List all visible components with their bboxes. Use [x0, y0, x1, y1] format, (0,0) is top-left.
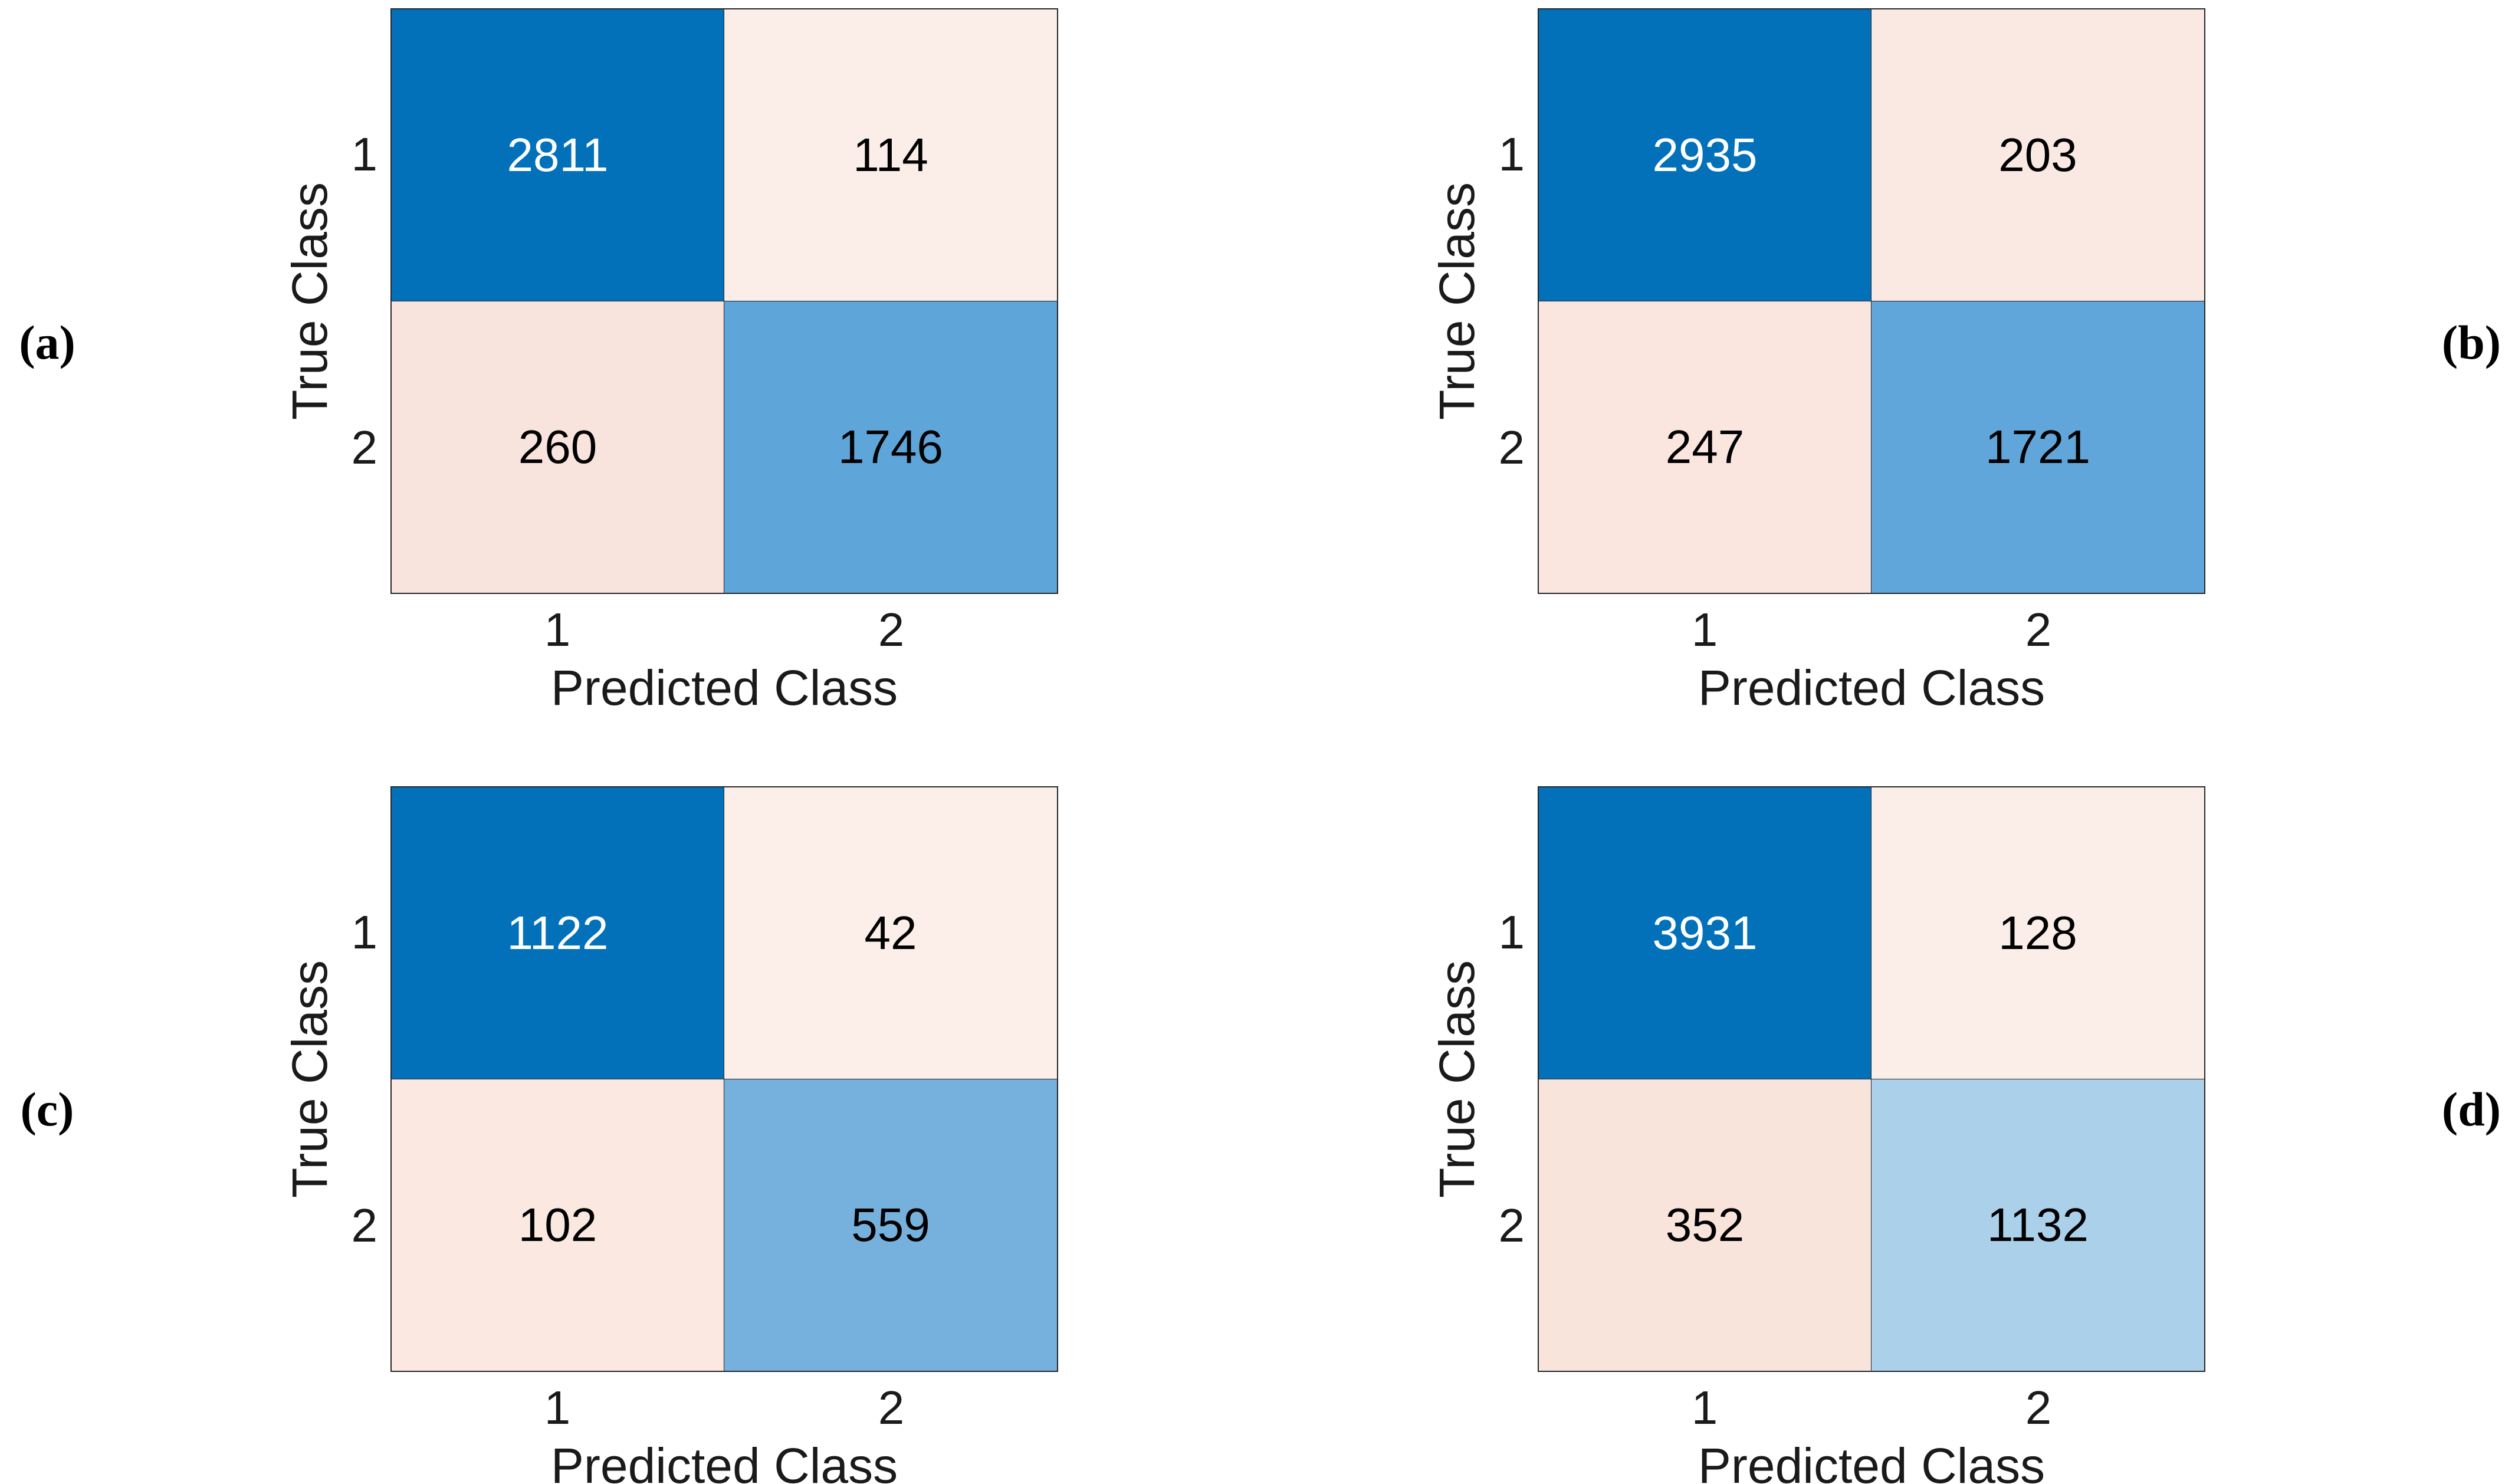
y-tick-1: 1 — [1498, 906, 1525, 958]
x-tick-2: 2 — [878, 603, 905, 656]
x-tick-1: 1 — [544, 1381, 571, 1434]
cell-value: 2811 — [507, 128, 609, 181]
y-tick-1: 1 — [351, 128, 378, 180]
confusion-cell: 1721 — [1872, 301, 2204, 593]
x-tick-1: 1 — [544, 603, 571, 656]
panel-label-c: (c) — [20, 1082, 74, 1136]
x-axis-ticks: 1 2 — [1538, 1381, 2205, 1435]
confusion-cell: 1746 — [724, 301, 1057, 593]
cell-value: 203 — [1998, 128, 2077, 181]
cell-value: 102 — [518, 1198, 597, 1251]
panel-label-a: (a) — [19, 316, 75, 369]
panel-label-b: (b) — [2441, 316, 2501, 369]
x-axis-label: Predicted Class — [1698, 660, 2046, 715]
confusion-cell: 247 — [1539, 301, 1872, 593]
x-axis-ticks: 1 2 — [390, 1381, 1058, 1435]
confusion-cell: 352 — [1539, 1079, 1872, 1371]
cell-value: 247 — [1665, 420, 1745, 473]
x-tick-1: 1 — [1691, 1381, 1718, 1434]
x-axis-ticks: 1 2 — [1538, 603, 2205, 657]
cell-value: 352 — [1665, 1198, 1745, 1251]
cell-value: 114 — [853, 128, 928, 181]
x-axis-label: Predicted Class — [550, 660, 898, 715]
y-tick-2: 2 — [351, 1199, 378, 1252]
confusion-matrix: 2811 114 260 1746 — [390, 8, 1058, 594]
confusion-cell: 102 — [392, 1079, 724, 1371]
confusion-cell: 559 — [724, 1079, 1057, 1371]
x-tick-2: 2 — [2025, 1381, 2052, 1434]
y-tick-1: 1 — [1498, 128, 1525, 180]
x-tick-1: 1 — [1691, 603, 1718, 656]
y-tick-2: 2 — [351, 421, 378, 474]
confusion-cell: 1122 — [392, 787, 724, 1079]
cell-value: 1746 — [838, 420, 943, 473]
confusion-chart-c: True Class 1 2 1122 42 102 559 1 2 Predi… — [236, 778, 1121, 1484]
cell-value: 42 — [864, 906, 917, 959]
confusion-chart-a: True Class 1 2 2811 114 260 1746 1 2 Pre… — [236, 0, 1121, 742]
panel-label-d: (d) — [2441, 1082, 2501, 1136]
confusion-chart-b: True Class 1 2 2935 203 247 1721 1 2 Pre… — [1383, 0, 2268, 742]
x-axis-label: Predicted Class — [1698, 1438, 2046, 1484]
cell-value: 2935 — [1652, 128, 1758, 181]
cell-value: 1132 — [1987, 1198, 2089, 1251]
x-axis-label: Predicted Class — [550, 1438, 898, 1484]
cell-value: 559 — [851, 1198, 930, 1251]
x-tick-2: 2 — [2025, 603, 2052, 656]
cell-value: 128 — [1998, 906, 2077, 959]
confusion-matrix: 1122 42 102 559 — [390, 786, 1058, 1372]
cell-value: 1122 — [507, 906, 609, 959]
confusion-cell: 2935 — [1539, 9, 1872, 301]
confusion-matrix: 2935 203 247 1721 — [1538, 8, 2205, 594]
y-tick-2: 2 — [1498, 1199, 1525, 1252]
confusion-cell: 260 — [392, 301, 724, 593]
confusion-cell: 203 — [1872, 9, 2204, 301]
y-tick-1: 1 — [351, 906, 378, 958]
confusion-cell: 1132 — [1872, 1079, 2204, 1371]
x-tick-2: 2 — [878, 1381, 905, 1434]
cell-value: 1721 — [1985, 420, 2090, 473]
confusion-matrix: 3931 128 352 1132 — [1538, 786, 2205, 1372]
confusion-cell: 114 — [724, 9, 1057, 301]
x-axis-ticks: 1 2 — [390, 603, 1058, 657]
cell-value: 260 — [518, 420, 597, 473]
y-tick-2: 2 — [1498, 421, 1525, 474]
confusion-chart-d: True Class 1 2 3931 128 352 1132 1 2 Pre… — [1383, 778, 2268, 1484]
confusion-cell: 2811 — [392, 9, 724, 301]
cell-value: 3931 — [1652, 906, 1758, 959]
confusion-cell: 42 — [724, 787, 1057, 1079]
confusion-cell: 3931 — [1539, 787, 1872, 1079]
confusion-cell: 128 — [1872, 787, 2204, 1079]
